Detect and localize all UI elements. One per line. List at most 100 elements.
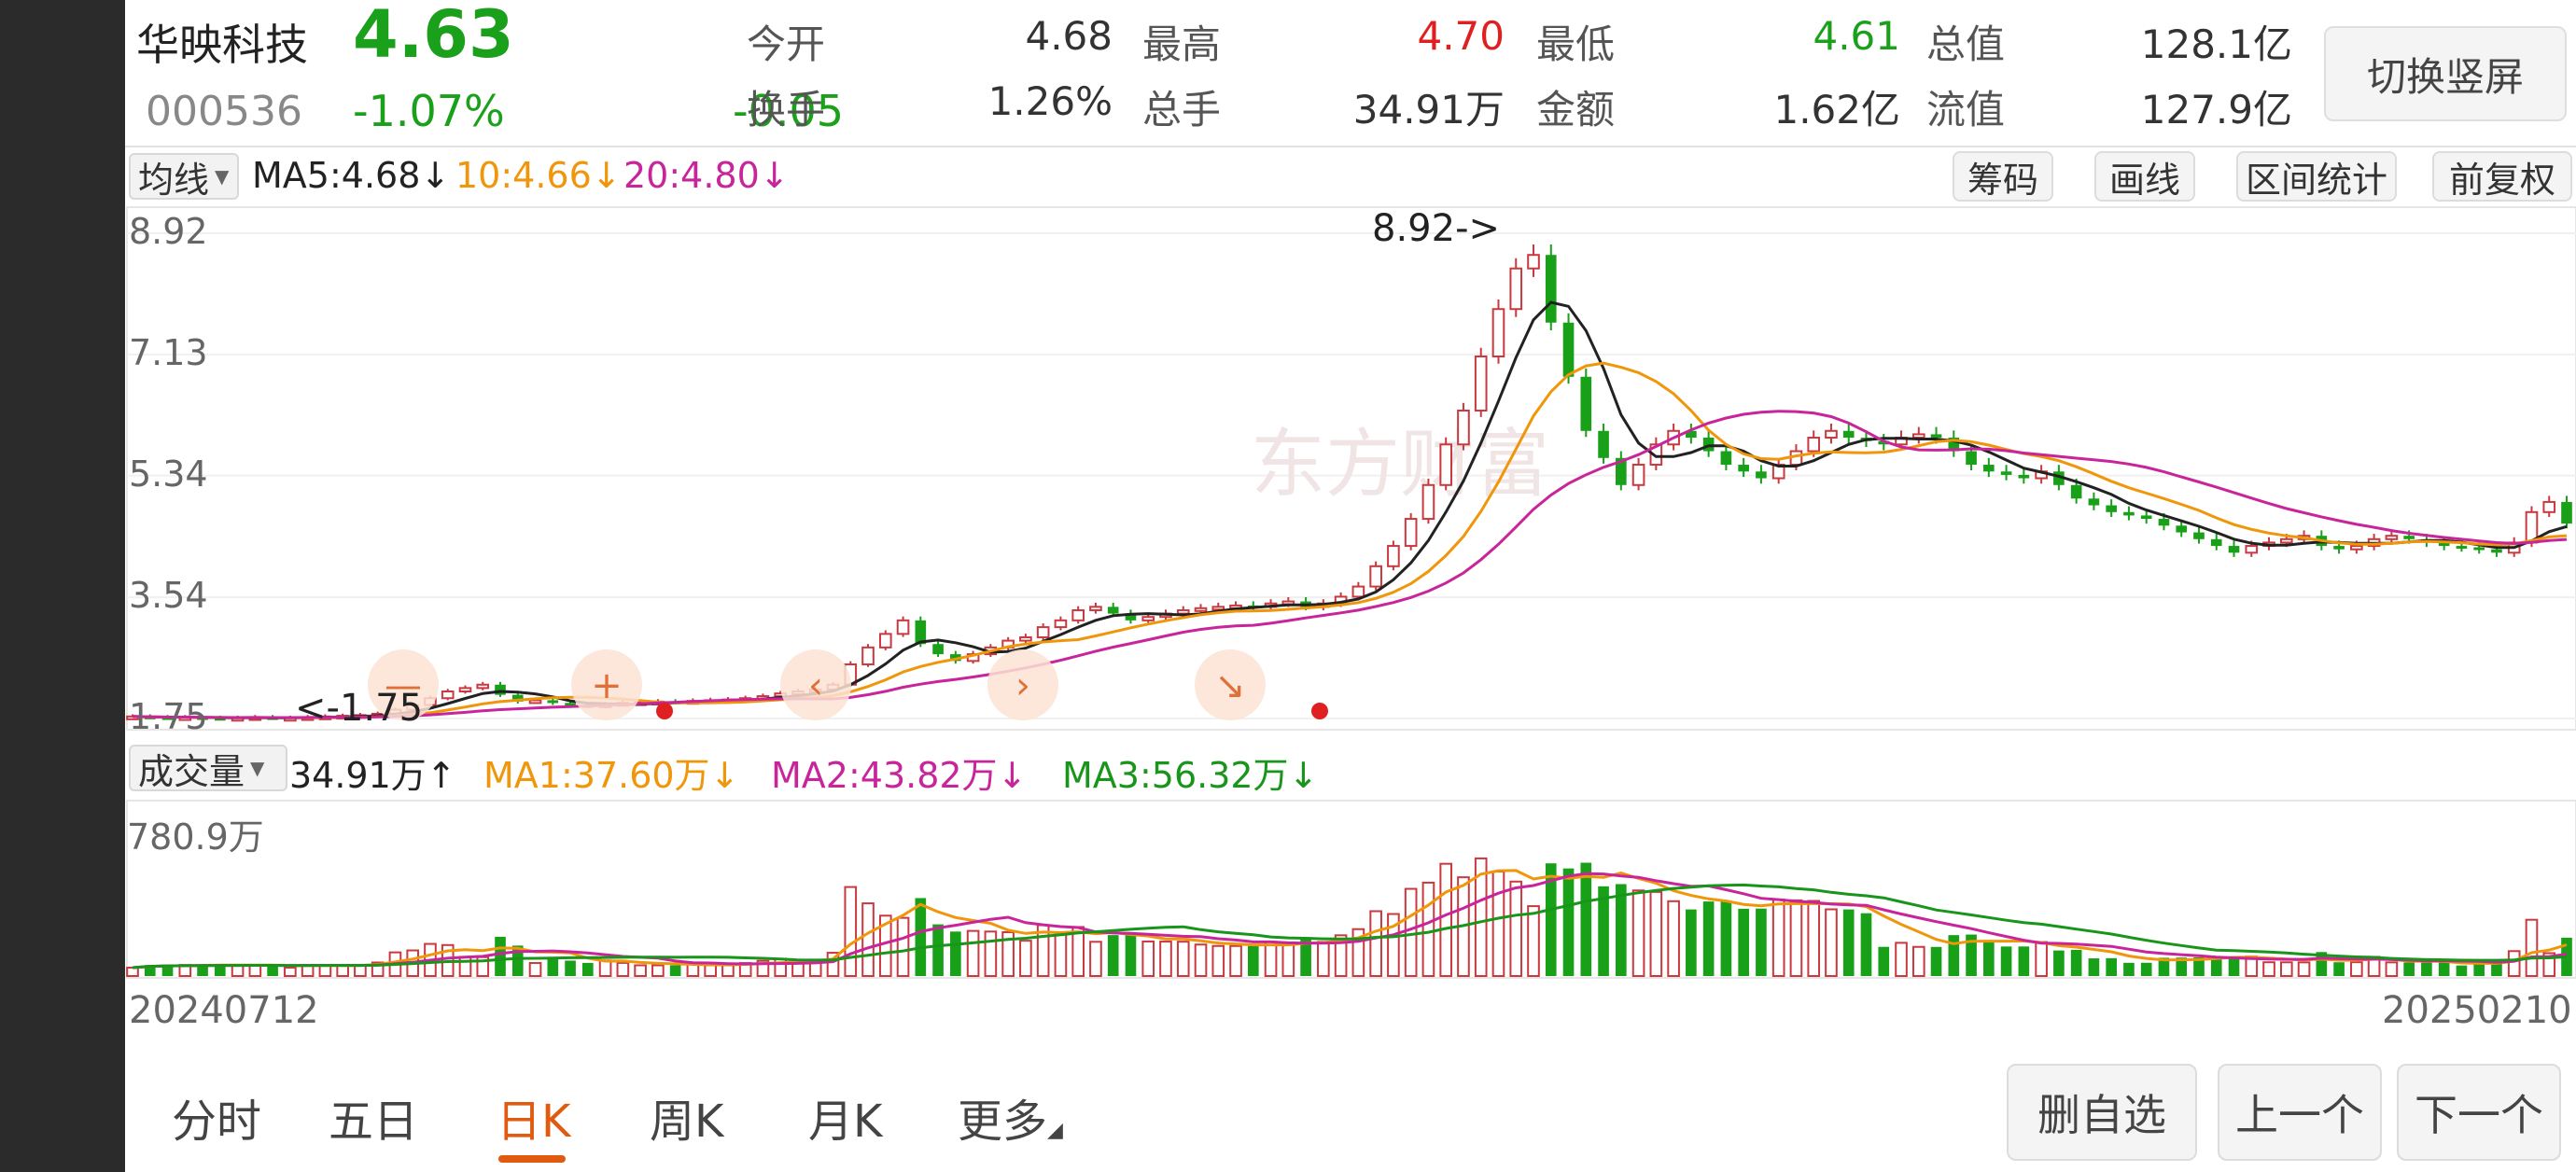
volume-bar [267, 965, 278, 976]
candle [1071, 608, 1085, 621]
stat-value: 4.61 [1813, 13, 1900, 59]
ma-toolbar: 均线 ▼ MA5:4.68↓ 10:4.66↓ 20:4.80↓ 筹码 画线 区间… [125, 146, 2576, 207]
signal-marker-icon[interactable] [368, 649, 439, 720]
volume-bar [1247, 945, 1259, 976]
tab-monthly-k[interactable]: 月K [808, 1095, 883, 1148]
candle [1842, 430, 1855, 439]
volume-bar [950, 931, 961, 976]
ma10-readout: 10:4.66↓ [455, 155, 622, 196]
candle [1387, 545, 1400, 567]
candle [2561, 501, 2572, 524]
volume-bar [1667, 900, 1680, 978]
ma10-line [132, 361, 2568, 719]
tab-more-label: 更多 [958, 1095, 1048, 1148]
volume-bar [1948, 935, 1960, 976]
candle [495, 684, 506, 695]
volume-bar [1631, 889, 1645, 978]
volume-bar [2491, 962, 2502, 976]
high-price-label: 8.92-> [1372, 207, 1501, 250]
stat-label: 流值 [1926, 87, 2006, 133]
price-chart-frame [126, 206, 2576, 731]
stat-label: 最低 [1536, 21, 1616, 67]
end-date: 20250210 [2382, 989, 2572, 1032]
volume-bar [2053, 950, 2065, 976]
remove-watchlist-button[interactable]: 删自选 [2007, 1064, 2197, 1161]
event-dot-icon[interactable] [1311, 703, 1328, 719]
range-stats-button[interactable]: 区间统计 [2236, 151, 2397, 202]
volume-max-label: 780.9万 [127, 816, 264, 858]
candle [458, 687, 472, 692]
candle [1545, 255, 1557, 323]
candle [2193, 532, 2205, 539]
candle [1966, 451, 1977, 466]
signal-marker-icon[interactable] [780, 649, 851, 720]
candle [511, 694, 524, 702]
volume-bar [2088, 958, 2100, 976]
volume-bar [2350, 961, 2363, 977]
candle [1089, 606, 1102, 611]
low-price-label: <-1.75 [295, 687, 424, 730]
ma5-readout: MA5:4.68↓ [252, 155, 451, 196]
adjust-price-button[interactable]: 前复权 [2432, 151, 2572, 202]
volume-bar [2403, 962, 2415, 976]
volume-bar [1229, 944, 1242, 977]
next-stock-button[interactable]: 下一个 [2397, 1064, 2561, 1161]
candle [1527, 254, 1540, 270]
candle [1036, 626, 1050, 638]
volume-bar [1001, 930, 1015, 977]
candle [2438, 542, 2450, 547]
volume-bar [844, 886, 858, 978]
volume-bar [1738, 908, 1749, 976]
volume-bar [1125, 934, 1137, 976]
previous-stock-button[interactable]: 上一个 [2218, 1064, 2382, 1161]
candle [2158, 519, 2170, 526]
watermark: 东方财富 [1251, 421, 1549, 508]
signal-marker-icon[interactable] [1195, 649, 1266, 720]
draw-line-button[interactable]: 画线 [2094, 151, 2195, 202]
rotate-screen-button[interactable]: 切换竖屏 [2324, 26, 2567, 121]
volume-bar [1545, 863, 1557, 976]
candle [2018, 474, 2030, 479]
candle [1631, 464, 1645, 486]
signal-marker-icon[interactable] [571, 649, 642, 720]
candle [1369, 565, 1382, 588]
volume-bar [1439, 862, 1453, 977]
vol-ma3-line [132, 883, 2568, 970]
volume-bar [511, 945, 524, 976]
tab-five-day[interactable]: 五日 [329, 1095, 419, 1148]
volume-current: 34.91万↑ [289, 755, 456, 796]
tab-more[interactable]: 更多◢ [958, 1084, 1063, 1150]
volume-bar [1983, 942, 1995, 976]
candle [2106, 505, 2117, 512]
tab-intraday[interactable]: 分时 [172, 1095, 262, 1148]
volume-bar [2262, 961, 2275, 978]
candle [1562, 322, 1575, 377]
volume-bar [2123, 962, 2135, 976]
event-dot-icon[interactable] [656, 703, 673, 719]
candle [565, 703, 576, 706]
volume-bar [1300, 938, 1311, 976]
volume-bar [1351, 928, 1365, 978]
y-tick-label: 8.92 [129, 211, 208, 252]
volume-bar [1089, 941, 1102, 978]
candle [161, 717, 174, 720]
tab-daily-k[interactable]: 日K [497, 1095, 571, 1148]
volume-bar [528, 962, 542, 977]
candle [1983, 465, 1995, 472]
tab-weekly-k[interactable]: 周K [650, 1095, 724, 1148]
signal-marker-icon[interactable] [987, 649, 1058, 720]
volume-bar [651, 964, 665, 978]
candle [1598, 430, 1609, 458]
chip-button[interactable]: 筹码 [1953, 151, 2053, 202]
volume-bar [2018, 946, 2030, 976]
signal-marker-glyph-icon: ‹ [808, 664, 823, 707]
volume-bar [932, 924, 944, 976]
caret-down-icon: ▼ [215, 165, 230, 188]
candle [1686, 430, 1697, 439]
volume-dropdown[interactable]: 成交量 ▼ [129, 745, 287, 792]
candle [2000, 471, 2012, 475]
change-percent: -1.07% [353, 86, 505, 136]
indicator-dropdown[interactable]: 均线 ▼ [129, 153, 239, 201]
volume-bar [1281, 943, 1295, 978]
